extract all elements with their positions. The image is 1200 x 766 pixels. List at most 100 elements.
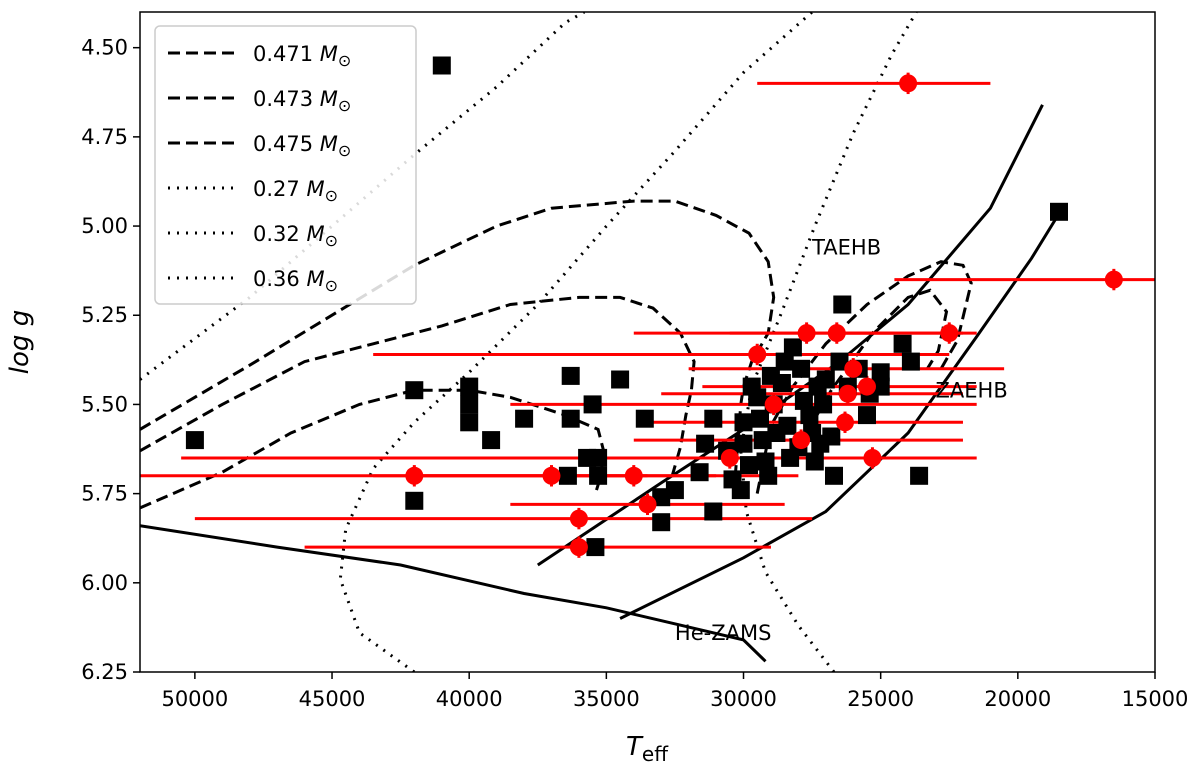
data-point-square [734, 434, 753, 453]
x-tick-label: 40000 [436, 687, 503, 711]
data-point-square [816, 370, 835, 389]
x-tick-label: 45000 [299, 687, 366, 711]
markers-layer [185, 56, 1123, 557]
data-point-square [460, 413, 479, 432]
data-point-square [751, 409, 769, 428]
data-point-square [748, 388, 767, 407]
data-point-square [814, 395, 833, 414]
data-point-square [561, 409, 580, 428]
data-point-square [652, 488, 671, 507]
data-point-circle [792, 431, 811, 450]
x-axis-label: Teff [626, 732, 669, 766]
dotted-track-0-36 [739, 12, 918, 672]
annotations-layer: TAEHB ZAEHB He-ZAMS [675, 236, 1008, 645]
data-point-square [589, 448, 608, 467]
data-point-circle [624, 466, 643, 485]
data-point-circle [857, 377, 876, 396]
data-point-square [704, 502, 723, 521]
data-point-circle [844, 359, 863, 378]
data-point-square [893, 334, 912, 353]
data-point-square [704, 409, 723, 428]
data-point-square [805, 452, 824, 471]
data-point-circle [764, 395, 783, 414]
data-point-square [185, 431, 204, 450]
dashed-track-0-473 [140, 295, 696, 495]
data-point-square [783, 338, 802, 357]
data-point-square [405, 491, 424, 510]
data-point-square [583, 395, 602, 414]
data-point-square [830, 352, 849, 371]
data-point-square [665, 481, 684, 500]
data-point-square [586, 538, 605, 557]
y-axis-label: log g [5, 310, 35, 374]
legend-label: 0.32 M⊙ [253, 222, 338, 250]
data-point-circle [899, 74, 918, 93]
data-point-square [589, 466, 608, 485]
data-point-circle [836, 413, 855, 432]
data-point-square [794, 391, 813, 410]
legend-label: 0.471 M⊙ [253, 42, 351, 70]
data-point-circle [569, 509, 588, 528]
data-point-square [756, 452, 775, 471]
y-tick-label: 5.00 [81, 214, 128, 238]
data-point-square [871, 377, 890, 396]
legend-box [154, 25, 417, 305]
data-point-circle [405, 466, 424, 485]
y-tick-label: 6.00 [81, 571, 128, 595]
dashed-track-0-475 [140, 388, 606, 510]
x-tick-label: 25000 [847, 687, 914, 711]
x-tick-label: 35000 [573, 687, 640, 711]
axis-ticks: 50000 45000 40000 35000 30000 25000 20000 15000… [81, 36, 1188, 711]
data-point-square [811, 434, 830, 453]
annotation-zaehb: ZAEHB [936, 378, 1008, 402]
solid-line-He-ZAMS [140, 524, 767, 663]
data-point-square [460, 377, 479, 396]
data-point-square [1050, 202, 1068, 221]
data-point-square [759, 466, 778, 485]
data-point-square [690, 463, 709, 482]
data-point-square [772, 374, 791, 392]
plot-frame [139, 11, 1156, 673]
data-point-square [515, 409, 534, 428]
data-point-circle [748, 345, 767, 364]
data-point-square [740, 456, 758, 475]
data-point-square [753, 431, 772, 450]
solid-line-ZAEHB [619, 203, 1066, 620]
data-point-circle [838, 384, 857, 403]
data-point-square [910, 466, 929, 485]
y-tick-label: 6.25 [81, 660, 128, 684]
data-point-square [432, 56, 451, 75]
annotation-taehb: TAEHB [811, 236, 881, 260]
data-point-square [858, 406, 876, 425]
data-point-circle [863, 448, 882, 467]
x-tick-label: 15000 [1122, 687, 1189, 711]
data-point-square [734, 413, 753, 432]
data-point-square [775, 352, 794, 371]
data-point-square [825, 466, 843, 485]
data-point-square [696, 434, 715, 453]
data-point-square [833, 295, 852, 314]
data-point-circle [1104, 270, 1123, 289]
data-point-square [792, 359, 811, 378]
data-point-circle [638, 495, 657, 514]
data-point-square [731, 481, 750, 500]
data-point-circle [940, 324, 959, 343]
x-tick-label: 20000 [984, 687, 1051, 711]
y-tick-label: 4.50 [81, 36, 128, 60]
data-point-square [778, 416, 797, 435]
y-tick-label: 5.50 [81, 392, 128, 416]
data-point-circle [797, 324, 816, 343]
data-point-square [652, 513, 671, 532]
data-point-square [558, 466, 577, 485]
annotation-he-zams: He-ZAMS [675, 621, 772, 645]
legend-label: 0.36 M⊙ [253, 267, 338, 295]
data-point-circle [569, 538, 588, 557]
y-tick-label: 5.75 [81, 482, 128, 506]
data-point-square [611, 370, 630, 389]
x-tick-label: 30000 [710, 687, 777, 711]
data-point-square [561, 366, 580, 385]
data-point-square [901, 352, 920, 371]
x-tick-label: 50000 [161, 687, 228, 711]
data-point-square [800, 406, 819, 425]
